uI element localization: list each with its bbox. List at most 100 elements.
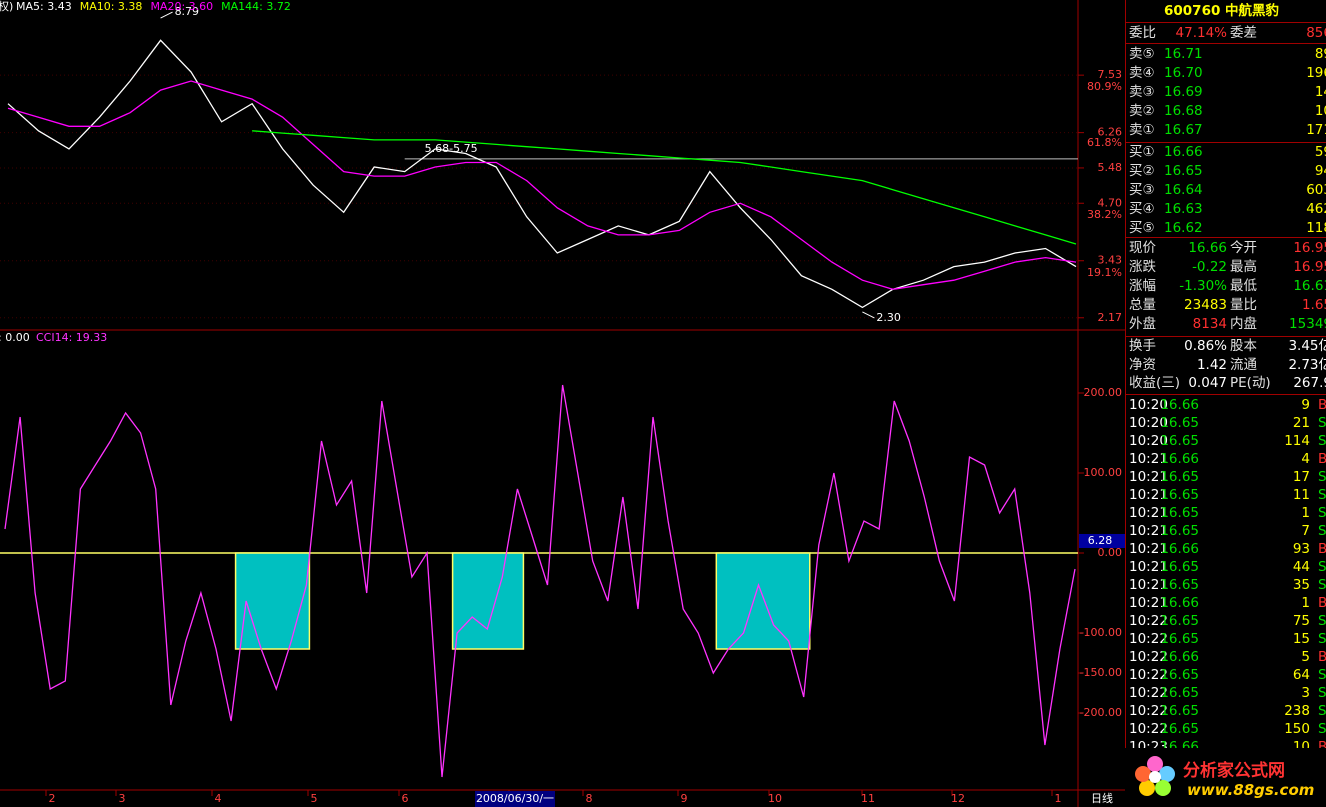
quote-cell: 16.66 [1188, 240, 1227, 256]
period-label: 日线 [1091, 791, 1113, 805]
separator [1126, 336, 1326, 337]
quote-cell: 16.65 [1160, 613, 1199, 629]
signal-zone [715, 552, 811, 650]
x-tick-label: 10 [768, 792, 782, 805]
x-tick-label: 12 [951, 792, 965, 805]
quote-cell: S [1318, 487, 1326, 503]
quote-cell: 今开 [1230, 240, 1257, 256]
quote-cell: 35 [1292, 577, 1310, 593]
watermark-url: www.88gs.com [1187, 781, 1315, 799]
quote-cell: B [1318, 450, 1326, 468]
quote-cell: 16.65 [1164, 163, 1203, 179]
price-line [4, 384, 1076, 778]
quote-cell: 3 [1301, 685, 1310, 701]
quote-cell: S [1318, 613, 1326, 629]
quote-cell: 59 [1314, 144, 1326, 160]
quote-cell: 10:21 [1129, 559, 1168, 575]
quote-cell: 量比 [1230, 297, 1257, 313]
quote-cell: B [1318, 594, 1326, 612]
annotation-arrow [862, 311, 875, 319]
quote-cell: 0.047 [1188, 375, 1227, 391]
quote-cell: 10:21 [1129, 577, 1168, 593]
quote-cell: 64 [1292, 667, 1310, 683]
x-tick-label: 2 [49, 792, 56, 805]
watermark-name: 分析家公式网 [1183, 761, 1285, 781]
quote-cell: 17 [1292, 469, 1310, 485]
quote-cell: 16.65 [1160, 469, 1199, 485]
y-tick-label: 200.00 [1084, 386, 1123, 399]
legend-item: MA5: 3.43 [16, 0, 72, 13]
quote-cell: 267.9 [1293, 375, 1326, 391]
quote-cell: 47.14% [1175, 25, 1227, 41]
quote-cell: 买④ [1129, 201, 1155, 217]
quote-cell: 买① [1129, 144, 1155, 160]
quote-cell: 14 [1314, 84, 1326, 100]
fib-label: 80.9% [1087, 80, 1122, 93]
quote-cell: 10:22 [1129, 685, 1168, 701]
quote-cell: 16.71 [1164, 46, 1203, 62]
quote-cell: 卖① [1129, 122, 1155, 138]
quote-cell: 内盘 [1230, 316, 1257, 332]
quote-cell: S [1318, 433, 1326, 449]
quote-cell: 10:20 [1129, 397, 1168, 413]
quote-cell: S [1318, 415, 1326, 431]
current-value-label: 6.28 [1088, 534, 1113, 547]
quote-cell: 10:21 [1129, 469, 1168, 485]
quote-cell: 7 [1301, 523, 1310, 539]
quote-cell: S [1318, 685, 1326, 701]
quote-cell: 16.66 [1160, 451, 1199, 467]
quote-cell: 16.65 [1160, 667, 1199, 683]
quote-cell: S [1318, 505, 1326, 521]
quote-cell: 16.65 [1160, 721, 1199, 737]
quote-cell: B [1318, 540, 1326, 558]
x-tick-label: 1 [1055, 792, 1062, 805]
quote-cell: 75 [1292, 613, 1310, 629]
quote-cell: 8134 [1192, 316, 1227, 332]
quote-cell: 现价 [1129, 240, 1156, 256]
quote-cell: 21 [1292, 415, 1310, 431]
quote-cell: 118 [1306, 220, 1326, 236]
quote-cell: S [1318, 667, 1326, 683]
separator [1126, 22, 1326, 23]
y-tick-label: 7.53 [1098, 68, 1123, 81]
price-line [7, 80, 1077, 290]
quote-cell: 16.65 [1160, 631, 1199, 647]
quote-cell: 16.66 [1164, 144, 1203, 160]
quote-cell: 16.69 [1164, 84, 1203, 100]
signal-zone [234, 552, 311, 650]
quote-cell: 16.65 [1160, 559, 1199, 575]
quote-cell: 3.45亿 [1288, 338, 1326, 354]
y-tick-label: 6.26 [1098, 126, 1123, 139]
quote-cell: 10:21 [1129, 523, 1168, 539]
quote-cell: 委差 [1230, 25, 1257, 41]
quote-cell: 10:22 [1129, 631, 1168, 647]
y-tick-label: 3.43 [1098, 254, 1123, 267]
quote-cell: 9 [1301, 397, 1310, 413]
quote-cell: 买⑤ [1129, 220, 1155, 236]
x-tick-label: 4 [215, 792, 222, 805]
quote-cell: 委比 [1129, 25, 1156, 41]
quote-cell: 2.73亿 [1288, 356, 1326, 373]
quote-cell: 16.64 [1164, 182, 1203, 198]
quote-cell: 16.95 [1293, 240, 1326, 256]
y-tick-label: -100.00 [1080, 626, 1122, 639]
quote-cell: 11 [1292, 487, 1310, 503]
price-line [252, 130, 1077, 245]
quote-cell: 收益(三) [1129, 375, 1181, 391]
quote-cell: 16.67 [1164, 122, 1203, 138]
quote-cell: 16.65 [1160, 505, 1199, 521]
quote-cell: 10:22 [1129, 667, 1168, 683]
y-tick-label: 0.00 [1098, 546, 1123, 559]
level-label: 5.68-5.75 [425, 142, 478, 155]
quote-cell: 16.95 [1293, 259, 1326, 275]
quote-cell: 最高 [1230, 259, 1257, 275]
quote-cell: B [1318, 648, 1326, 666]
logo-icon [1135, 756, 1175, 796]
quote-cell: 10:22 [1129, 613, 1168, 629]
x-tick-label: 5 [311, 792, 318, 805]
background [0, 0, 1125, 807]
quote-cell: 16.61 [1293, 278, 1326, 294]
quote-cell: 卖④ [1129, 65, 1155, 81]
quote-cell: 16.65 [1160, 415, 1199, 431]
quote-cell: 涨幅 [1129, 278, 1156, 294]
